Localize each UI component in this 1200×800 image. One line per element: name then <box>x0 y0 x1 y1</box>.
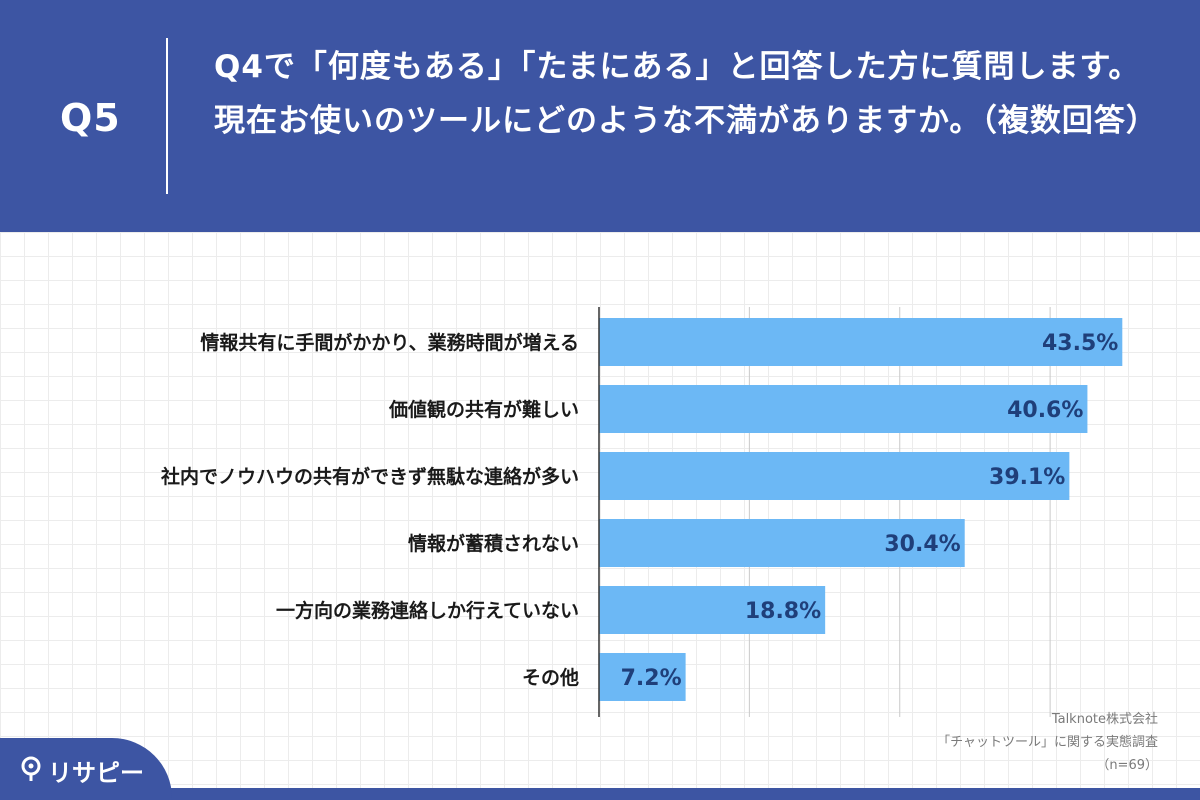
category-label-1: 情報共有に手間がかかり、業務時間が増える <box>200 331 579 354</box>
source-sample-size: （n=69） <box>1096 758 1158 773</box>
pin-icon <box>21 756 41 781</box>
source-survey: 「チャットツール」に関する実態調査 <box>937 735 1158 750</box>
question-text: Q4で「何度もある」「たまにある」と回答した方に質問します。現在お使いのツールに… <box>214 49 1158 139</box>
category-label-3: 社内でノウハウの共有ができず無駄な連絡が多い <box>160 465 579 488</box>
source-company: Talknote株式会社 <box>1051 712 1158 727</box>
bar-2 <box>599 385 1088 433</box>
value-label-2: 40.6% <box>1007 398 1083 423</box>
header: Q5 Q4で「何度もある」「たまにある」と回答した方に質問します。現在お使いのツ… <box>0 0 1200 232</box>
bar-4 <box>599 519 965 567</box>
value-label-4: 30.4% <box>884 532 960 557</box>
question-number: Q5 <box>60 96 121 140</box>
header-divider <box>166 38 168 194</box>
bar-1 <box>599 318 1123 366</box>
source-note: Talknote株式会社 「チャットツール」に関する実態調査 （n=69） <box>937 708 1158 777</box>
value-label-1: 43.5% <box>1042 331 1118 356</box>
bar-6 <box>599 653 686 701</box>
value-label-5: 18.8% <box>745 599 821 624</box>
bar-3 <box>599 452 1070 500</box>
bar-5 <box>599 586 826 634</box>
value-label-3: 39.1% <box>989 465 1065 490</box>
logo: リサピー <box>0 738 172 800</box>
bottom-strip <box>0 788 1200 800</box>
category-label-5: 一方向の業務連絡しか行えていない <box>276 599 579 622</box>
logo-text: リサピー <box>48 759 144 787</box>
category-label-2: 価値観の共有が難しい <box>388 398 579 421</box>
value-label-6: 7.2% <box>621 666 682 691</box>
category-label-4: 情報が蓄積されない <box>408 532 579 555</box>
category-label-6: その他 <box>522 666 579 689</box>
